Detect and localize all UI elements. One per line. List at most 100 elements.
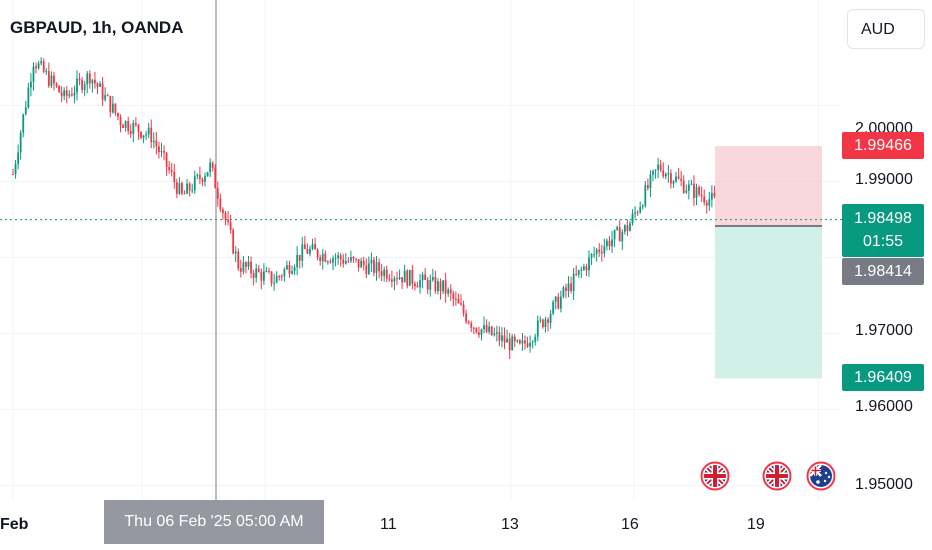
candle-down <box>508 338 511 351</box>
time-tick: 16 <box>621 516 639 533</box>
candle-down <box>298 254 301 261</box>
candle-up <box>593 253 596 255</box>
candle-down <box>636 212 639 214</box>
candle-down <box>478 332 480 335</box>
candle-down <box>237 251 240 269</box>
candle-up <box>40 61 43 64</box>
candle-down <box>454 299 457 301</box>
candle-up <box>536 320 539 337</box>
candle-up <box>580 269 583 271</box>
candle-up <box>623 225 626 232</box>
candle-down <box>268 270 270 272</box>
candle-up <box>17 152 20 164</box>
candle-down <box>475 328 478 333</box>
chart-title: GBPAUD, 1h, OANDA <box>10 18 184 37</box>
uk-flag-icon[interactable] <box>700 461 730 491</box>
candle-down <box>693 183 695 198</box>
candle-down <box>134 122 137 125</box>
candle-down <box>109 96 112 113</box>
candle-up <box>690 183 693 185</box>
candle-up <box>45 71 48 73</box>
candle-down <box>222 209 224 214</box>
candle-up <box>91 79 94 84</box>
candle-down <box>65 90 68 96</box>
candle-down <box>201 178 204 182</box>
candle-down <box>373 259 375 273</box>
candle-up <box>685 190 688 193</box>
candle-down <box>55 83 58 86</box>
candle-down <box>388 278 391 280</box>
candle-up <box>544 319 547 328</box>
candle-down <box>680 178 683 181</box>
candle-down <box>129 130 132 134</box>
candle-up <box>567 283 570 291</box>
candle-up <box>606 240 608 247</box>
candle-down <box>498 332 501 341</box>
candle-down <box>127 121 130 131</box>
candle-down <box>659 164 662 171</box>
candle-up <box>672 181 675 184</box>
australia-flag-icon[interactable] <box>806 461 836 491</box>
candle-down <box>700 194 703 197</box>
uk-flag-icon[interactable] <box>762 461 792 491</box>
candle-down <box>434 277 437 292</box>
candle-down <box>467 321 470 324</box>
candle-up <box>111 103 114 113</box>
candle-up <box>383 269 386 276</box>
candle-down <box>122 125 124 128</box>
candle-down <box>163 151 165 153</box>
candle-up <box>516 340 519 342</box>
candle-up <box>588 257 590 271</box>
candle-up <box>687 184 690 191</box>
candle-up <box>421 274 424 281</box>
candle-down <box>324 253 327 262</box>
candle-up <box>521 340 524 344</box>
candle-down <box>88 73 91 84</box>
candle-down <box>232 229 235 254</box>
candle-down <box>452 293 455 300</box>
candle-down <box>42 61 45 72</box>
candle-up <box>652 170 654 175</box>
candle-down <box>257 268 260 272</box>
candle-down <box>219 198 222 210</box>
candle-down <box>224 213 227 220</box>
candle-up <box>124 121 127 128</box>
candle-down <box>424 274 427 280</box>
candle-down <box>414 283 416 287</box>
candle-up <box>559 296 562 309</box>
candle-down <box>47 71 50 86</box>
candle-up <box>613 229 616 240</box>
candle-up <box>104 95 107 100</box>
candle-up <box>63 90 66 97</box>
currency-selector[interactable]: AUD <box>847 9 925 49</box>
candle-up <box>442 280 444 292</box>
candle-up <box>24 107 27 115</box>
candle-down <box>626 225 629 232</box>
candle-up <box>321 253 324 262</box>
candle-up <box>142 135 145 138</box>
candle-down <box>53 75 55 84</box>
candle-down <box>306 249 309 254</box>
candle-up <box>234 251 237 254</box>
candle-up <box>262 271 265 281</box>
candle-down <box>106 95 109 97</box>
candle-up <box>644 185 647 206</box>
candle-down <box>81 80 84 90</box>
candle-down <box>183 193 186 195</box>
candle-down <box>329 261 332 263</box>
candle-up <box>283 269 286 277</box>
candle-up <box>393 278 396 282</box>
take-profit-zone[interactable] <box>715 226 822 379</box>
candlestick-series <box>12 57 716 360</box>
time-tick: Feb <box>0 516 29 533</box>
candle-down <box>575 273 578 275</box>
candle-up <box>147 127 150 135</box>
candle-down <box>158 146 160 153</box>
candle-up <box>14 163 17 175</box>
candle-down <box>155 140 158 147</box>
stop-loss-zone[interactable] <box>715 146 822 227</box>
candle-down <box>342 259 345 264</box>
candle-up <box>22 114 25 133</box>
candle-down <box>140 131 142 138</box>
